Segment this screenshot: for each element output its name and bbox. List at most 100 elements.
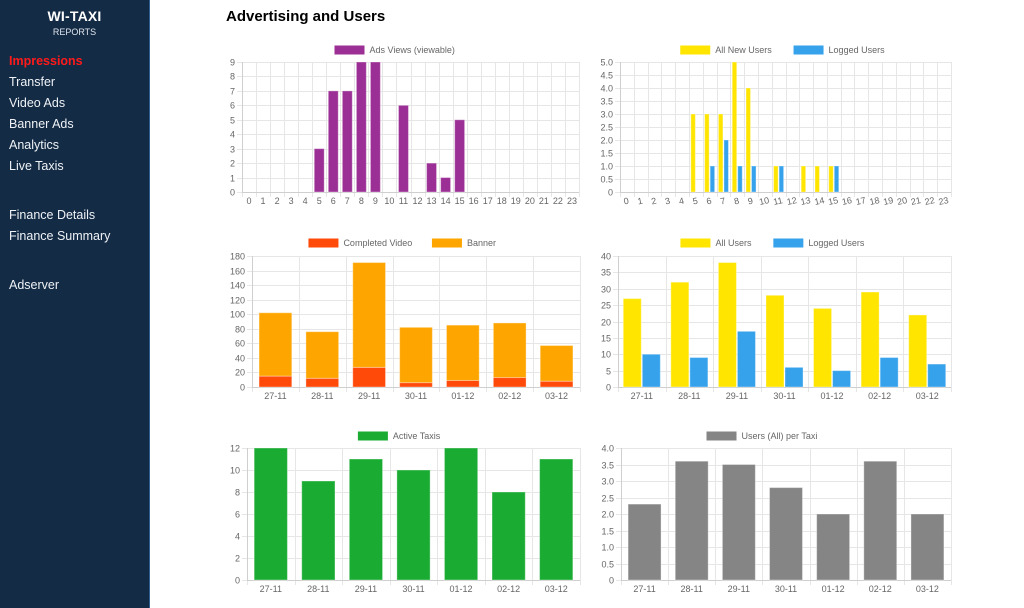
bar	[813, 307, 833, 388]
bar	[863, 460, 898, 581]
x-tick-label: 2	[275, 196, 280, 206]
x-tick-label: 3	[664, 196, 671, 207]
legend: All Users Logged Users	[680, 238, 865, 248]
legend: Users (All) per Taxi	[706, 431, 817, 441]
sidebar-item-finance-details[interactable]: Finance Details	[9, 208, 96, 222]
sidebar-item-live-taxis[interactable]: Live Taxis	[9, 159, 64, 173]
bar	[769, 487, 803, 581]
y-tick-label: 0	[230, 188, 235, 198]
x-tick-label: 2	[650, 196, 657, 207]
x-tick-label: 01-12	[450, 584, 473, 594]
x-tick-label: 3	[289, 196, 294, 206]
x-tick-label: 29-11	[728, 584, 750, 594]
legend: Completed Video Banner	[308, 238, 496, 248]
bar	[670, 281, 690, 388]
x-tick-label: 11	[399, 196, 408, 206]
legend-label: Active Taxis	[393, 431, 441, 441]
bar	[426, 162, 438, 193]
legend-swatch	[357, 431, 388, 441]
sidebar-item-video-ads[interactable]: Video Ads	[9, 96, 66, 110]
x-tick-label: 27-11	[264, 391, 286, 401]
x-tick-label: 14	[813, 195, 825, 207]
bar	[443, 447, 479, 581]
bar	[399, 326, 433, 384]
sidebar-item-impressions[interactable]: Impressions	[9, 54, 83, 68]
y-tick-label: 3.5	[601, 461, 614, 471]
bar	[723, 139, 729, 193]
x-tick-label: 28-11	[678, 391, 700, 401]
y-tick-label: 3.0	[600, 110, 613, 120]
x-tick-label: 12	[786, 195, 798, 207]
bar	[313, 148, 325, 193]
bar	[641, 353, 661, 388]
y-tick-label: 0	[608, 188, 613, 198]
y-tick-label: 1.5	[600, 149, 613, 159]
x-tick-label: 03-12	[916, 391, 939, 401]
x-tick-label: 9	[373, 196, 378, 206]
legend-label: Logged Users	[808, 238, 865, 248]
y-tick-label: 5	[606, 367, 611, 377]
y-tick-label: 40	[235, 354, 245, 364]
x-tick-label: 29-11	[726, 391, 748, 401]
page-title: Advertising and Users	[226, 8, 386, 25]
legend-label: All Users	[715, 238, 752, 248]
y-tick-label: 2.0	[601, 510, 614, 520]
x-tick-label: 0	[623, 196, 630, 207]
bar	[454, 119, 466, 193]
sidebar-item-analytics[interactable]: Analytics	[9, 138, 60, 152]
y-tick-label: 35	[601, 268, 611, 278]
bar	[778, 165, 785, 193]
legend-label: Completed Video	[343, 238, 412, 248]
x-tick-label: 02-12	[497, 584, 520, 594]
x-tick-label: 29-11	[358, 391, 380, 401]
bar	[721, 464, 756, 581]
sidebar-item-finance-summary[interactable]: Finance Summary	[9, 229, 111, 243]
x-tick-label: 5	[692, 196, 699, 207]
bar	[736, 330, 756, 388]
x-tick-label: 19	[882, 195, 894, 207]
y-tick-label: 0	[609, 576, 614, 586]
bar	[717, 262, 737, 388]
x-tick-label: 03-12	[545, 584, 568, 594]
y-tick-label: 7	[230, 87, 235, 97]
legend-label: Logged Users	[829, 45, 886, 55]
y-tick-label: 2	[235, 554, 240, 564]
brand-subtitle: REPORTS	[52, 27, 97, 37]
y-tick-label: 2	[230, 159, 235, 169]
bar	[369, 61, 381, 193]
bar	[327, 90, 339, 193]
legend-swatch	[334, 45, 365, 55]
bar	[709, 165, 716, 193]
x-tick-label: 03-12	[916, 584, 939, 594]
x-tick-label: 1	[261, 196, 266, 206]
x-tick-label: 18	[497, 196, 507, 206]
x-tick-label: 1	[637, 196, 644, 207]
y-tick-label: 6	[230, 101, 235, 111]
bar	[927, 363, 947, 388]
y-tick-label: 4.0	[601, 444, 614, 454]
sidebar-item-adserver[interactable]: Adserver	[9, 278, 60, 292]
bar	[731, 61, 738, 193]
bar	[355, 61, 367, 193]
y-tick-label: 12	[230, 444, 240, 454]
y-tick-label: 1.0	[600, 162, 613, 172]
y-tick-label: 0	[235, 576, 240, 586]
bar	[816, 513, 851, 581]
legend-swatch	[706, 431, 737, 441]
x-tick-label: 7	[719, 196, 726, 207]
sidebar-item-banner-ads[interactable]: Banner Ads	[9, 117, 74, 131]
sidebar-item-transfer[interactable]: Transfer	[9, 75, 56, 89]
x-tick-label: 23	[567, 196, 577, 206]
bar	[800, 165, 807, 193]
x-tick-label: 21	[539, 196, 549, 206]
legend-swatch	[431, 238, 462, 248]
y-tick-label: 4.0	[600, 84, 613, 94]
x-tick-label: 01-12	[451, 391, 474, 401]
x-tick-label: 7	[345, 196, 350, 206]
bar	[396, 469, 431, 581]
